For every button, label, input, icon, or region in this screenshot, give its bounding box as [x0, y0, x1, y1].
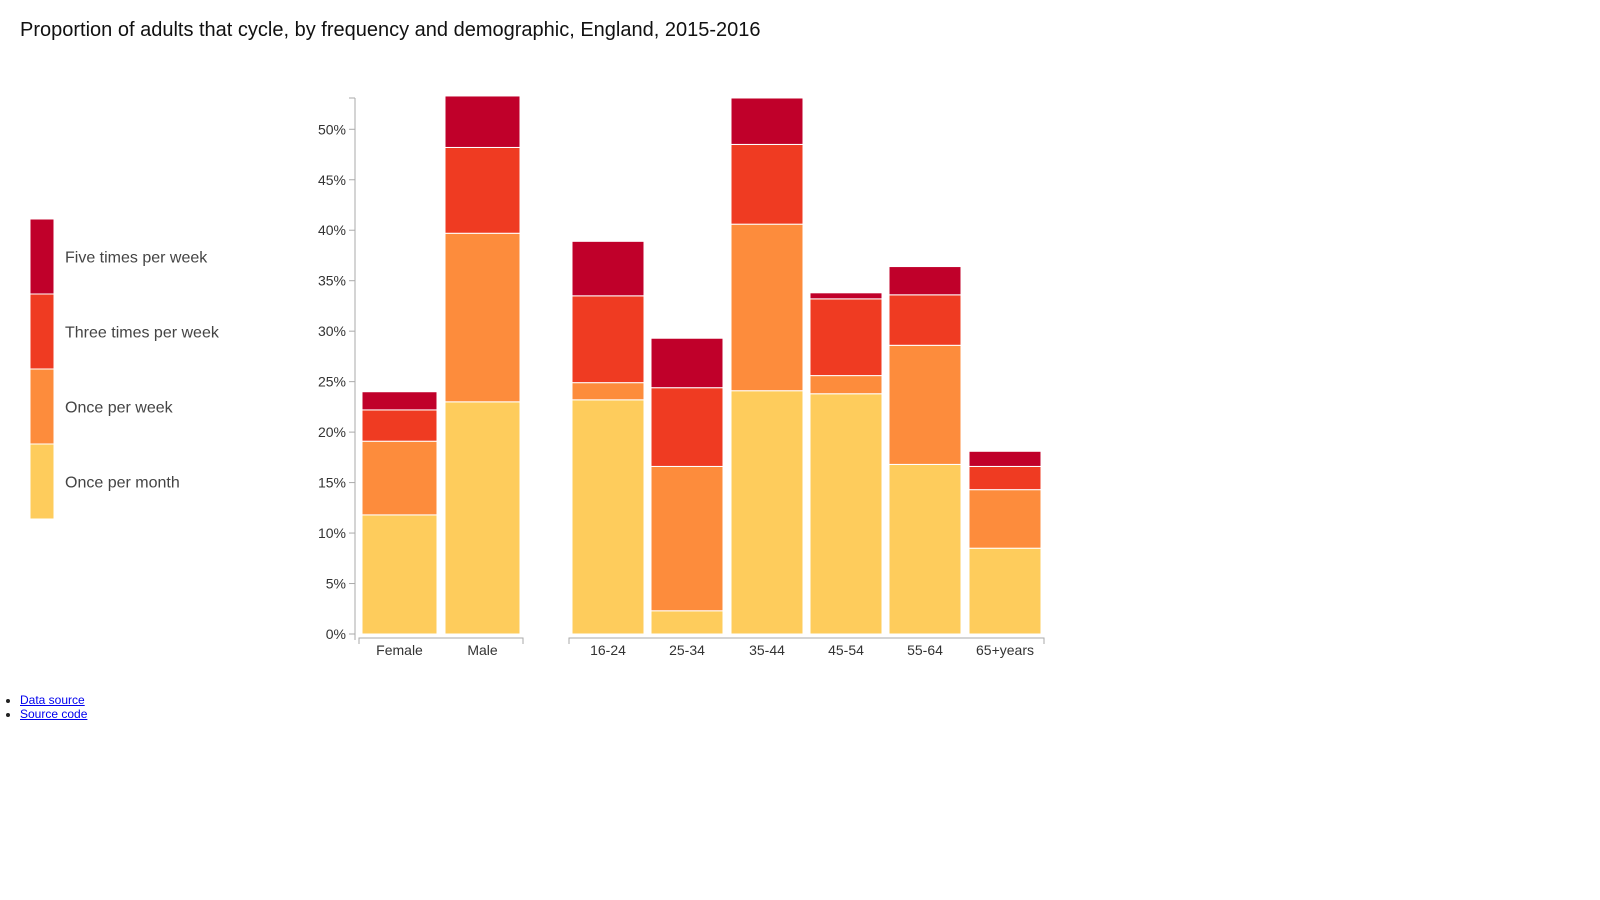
bar-25-34-once-per-month — [650, 610, 724, 635]
y-tick-label: 40% — [318, 222, 346, 238]
bar-25-34-once-per-week — [650, 465, 724, 612]
bar-25-34-three-times-per-week — [650, 387, 724, 467]
x-tick-label-65-years: 65+years — [976, 642, 1034, 658]
x-tick-label-male: Male — [467, 642, 498, 658]
bar-65-years-once-per-month — [968, 547, 1042, 635]
bar-16-24-five-times-per-week — [571, 240, 645, 297]
x-tick-label-55-64: 55-64 — [907, 642, 943, 658]
list-item: Data source — [20, 693, 87, 707]
y-tick-label: 0% — [326, 626, 346, 642]
bar-35-44-once-per-week — [730, 223, 804, 392]
bar-35-44-five-times-per-week — [730, 97, 804, 145]
page-title: Proportion of adults that cycle, by freq… — [20, 19, 761, 41]
y-tick-label: 35% — [318, 273, 346, 289]
legend: Five times per week Three times per week O… — [29, 218, 220, 520]
bar-65-years-three-times-per-week — [968, 465, 1042, 491]
bar-16-24-three-times-per-week — [571, 295, 645, 384]
x-tick-label-45-54: 45-54 — [828, 642, 864, 658]
legend-label-once-per-month: Once per month — [65, 475, 180, 492]
bar-45-54-three-times-per-week — [809, 298, 883, 377]
y-axis: 0% 5% 10% 15% 20% 25% 30% 35% 40% 45% 50% — [318, 97, 356, 642]
stacked-bar-chart: Five times per week Three times per week O… — [29, 95, 1045, 658]
bars — [361, 95, 1042, 635]
x-tick-label-25-34: 25-34 — [669, 642, 705, 658]
bar-45-54-once-per-week — [809, 375, 883, 395]
bar-45-54-once-per-month — [809, 393, 883, 635]
links-list: Data source Source code — [0, 693, 87, 721]
x-tick-label-35-44: 35-44 — [749, 642, 785, 658]
bar-25-34-five-times-per-week — [650, 337, 724, 389]
bar-55-64-five-times-per-week — [888, 266, 962, 296]
x-axis-bracket-1 — [358, 637, 524, 644]
y-tick-label: 25% — [318, 374, 346, 390]
bar-male-once-per-month — [444, 401, 521, 635]
bar-55-64-three-times-per-week — [888, 294, 962, 346]
legend-label-three-times-per-week: Three times per week — [65, 325, 220, 342]
bar-16-24-once-per-month — [571, 399, 645, 635]
y-tick-label: 20% — [318, 424, 346, 440]
bar-65-years-five-times-per-week — [968, 450, 1042, 467]
y-tick-label: 10% — [318, 525, 346, 541]
legend-swatch-three-times-per-week — [29, 293, 55, 370]
bar-65-years-once-per-week — [968, 489, 1042, 549]
bar-male-three-times-per-week — [444, 146, 521, 234]
bar-35-44-once-per-month — [730, 390, 804, 635]
x-tick-label-16-24: 16-24 — [590, 642, 626, 658]
y-tick-label: 50% — [318, 121, 346, 137]
list-item: Source code — [20, 707, 87, 721]
y-tick-label: 15% — [318, 475, 346, 491]
bar-female-once-per-month — [361, 514, 438, 635]
y-tick-label: 45% — [318, 172, 346, 188]
bar-55-64-once-per-month — [888, 463, 962, 635]
bar-45-54-five-times-per-week — [809, 292, 883, 300]
bar-male-once-per-week — [444, 232, 521, 403]
legend-swatch-once-per-month — [29, 443, 55, 520]
bar-female-three-times-per-week — [361, 409, 438, 442]
y-tick-label: 5% — [326, 576, 346, 592]
legend-label-once-per-week: Once per week — [65, 400, 174, 417]
bar-male-five-times-per-week — [444, 95, 521, 148]
x-axis-bracket-2 — [568, 637, 1045, 644]
legend-swatch-once-per-week — [29, 368, 55, 445]
legend-label-five-times-per-week: Five times per week — [65, 250, 208, 267]
bar-female-five-times-per-week — [361, 391, 438, 411]
data-source-link[interactable]: Data source — [20, 693, 85, 707]
x-tick-label-female: Female — [376, 642, 423, 658]
legend-swatch-five-times-per-week — [29, 218, 55, 295]
bar-female-once-per-week — [361, 440, 438, 516]
x-axis: Female Male 16-24 25-34 35-44 45-54 55-64 65+ye… — [358, 637, 1045, 658]
y-tick-label: 30% — [318, 323, 346, 339]
bar-16-24-once-per-week — [571, 382, 645, 401]
source-code-link[interactable]: Source code — [20, 707, 88, 721]
bar-55-64-once-per-week — [888, 344, 962, 465]
bar-35-44-three-times-per-week — [730, 143, 804, 225]
